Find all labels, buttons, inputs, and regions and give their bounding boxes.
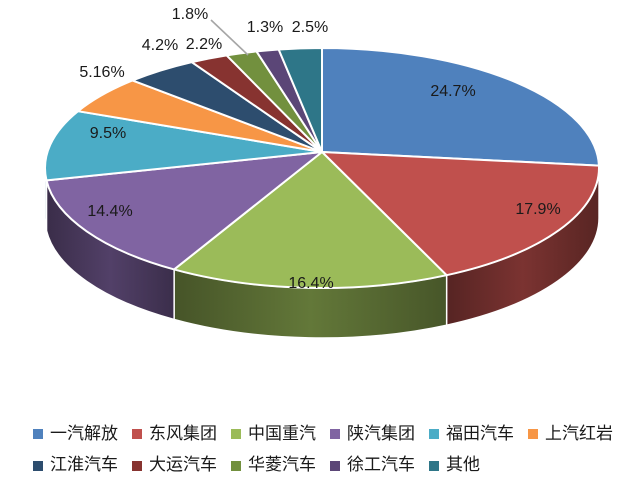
legend-label: 东风集团 [149, 424, 217, 443]
legend-item: 福田汽车 [429, 424, 514, 444]
legend-swatch [429, 429, 439, 440]
slice-value-label: 5.16% [79, 64, 124, 81]
pie-slice [277, 47, 323, 153]
legend-row: 江淮汽车 大运汽车 华菱汽车 徐工汽车 其他 [33, 455, 633, 475]
legend-swatch [33, 460, 43, 471]
legend-swatch [528, 429, 538, 440]
legend-label: 上汽红岩 [545, 424, 613, 443]
legend-label: 徐工汽车 [347, 455, 415, 475]
legend-item: 华菱汽车 [231, 455, 316, 475]
legend-label: 大运汽车 [149, 455, 217, 475]
pie-slice [321, 151, 600, 277]
slice-value-label: 17.9% [515, 201, 560, 218]
legend-item: 其他 [429, 455, 480, 475]
legend-item: 陕汽集团 [330, 424, 415, 444]
legend-swatch [330, 460, 340, 471]
slice-value-label: 4.2% [142, 37, 178, 54]
legend-swatch [132, 429, 142, 440]
legend-row: 一汽解放 东风集团 中国重汽 陕汽集团 福田汽车 上汽红岩 [33, 424, 633, 444]
slice-value-label: 16.4% [288, 275, 333, 292]
legend-item: 徐工汽车 [330, 455, 415, 475]
pie-slice [44, 110, 323, 182]
slice-value-label: 2.5% [292, 19, 328, 36]
legend-label: 福田汽车 [446, 424, 514, 443]
legend-item: 一汽解放 [33, 424, 118, 444]
legend-swatch [429, 460, 439, 471]
legend-item: 中国重汽 [231, 424, 316, 444]
slice-value-label: 2.2% [186, 36, 222, 53]
leader-line [210, 19, 249, 56]
legend-swatch [330, 429, 340, 440]
slice-value-label: 14.4% [87, 203, 132, 220]
legend-label: 一汽解放 [50, 424, 118, 443]
legend-swatch [132, 460, 142, 471]
slice-value-label: 24.7% [430, 83, 475, 100]
pie-slice [45, 151, 323, 271]
legend-item: 上汽红岩 [528, 424, 613, 444]
slice-value-label: 1.8% [172, 6, 208, 23]
legend-label: 陕汽集团 [347, 424, 415, 443]
legend-label: 其他 [446, 455, 480, 475]
legend-swatch [33, 429, 43, 440]
legend-label: 中国重汽 [248, 424, 316, 443]
chart-legend: 一汽解放 东风集团 中国重汽 陕汽集团 福田汽车 上汽红岩江淮汽车 大运汽车 华菱汽车 徐工汽车… [33, 424, 633, 476]
legend-label: 江淮汽车 [50, 455, 118, 475]
pie-slice [173, 151, 448, 289]
slice-value-label: 9.5% [90, 125, 126, 142]
slice-value-label: 1.3% [247, 19, 283, 36]
legend-swatch [231, 429, 241, 440]
legend-item: 大运汽车 [132, 455, 217, 475]
legend-swatch [231, 460, 241, 471]
pie-slice [321, 47, 600, 167]
legend-item: 东风集团 [132, 424, 217, 444]
legend-item: 江淮汽车 [33, 455, 118, 475]
legend-label: 华菱汽车 [248, 455, 316, 475]
